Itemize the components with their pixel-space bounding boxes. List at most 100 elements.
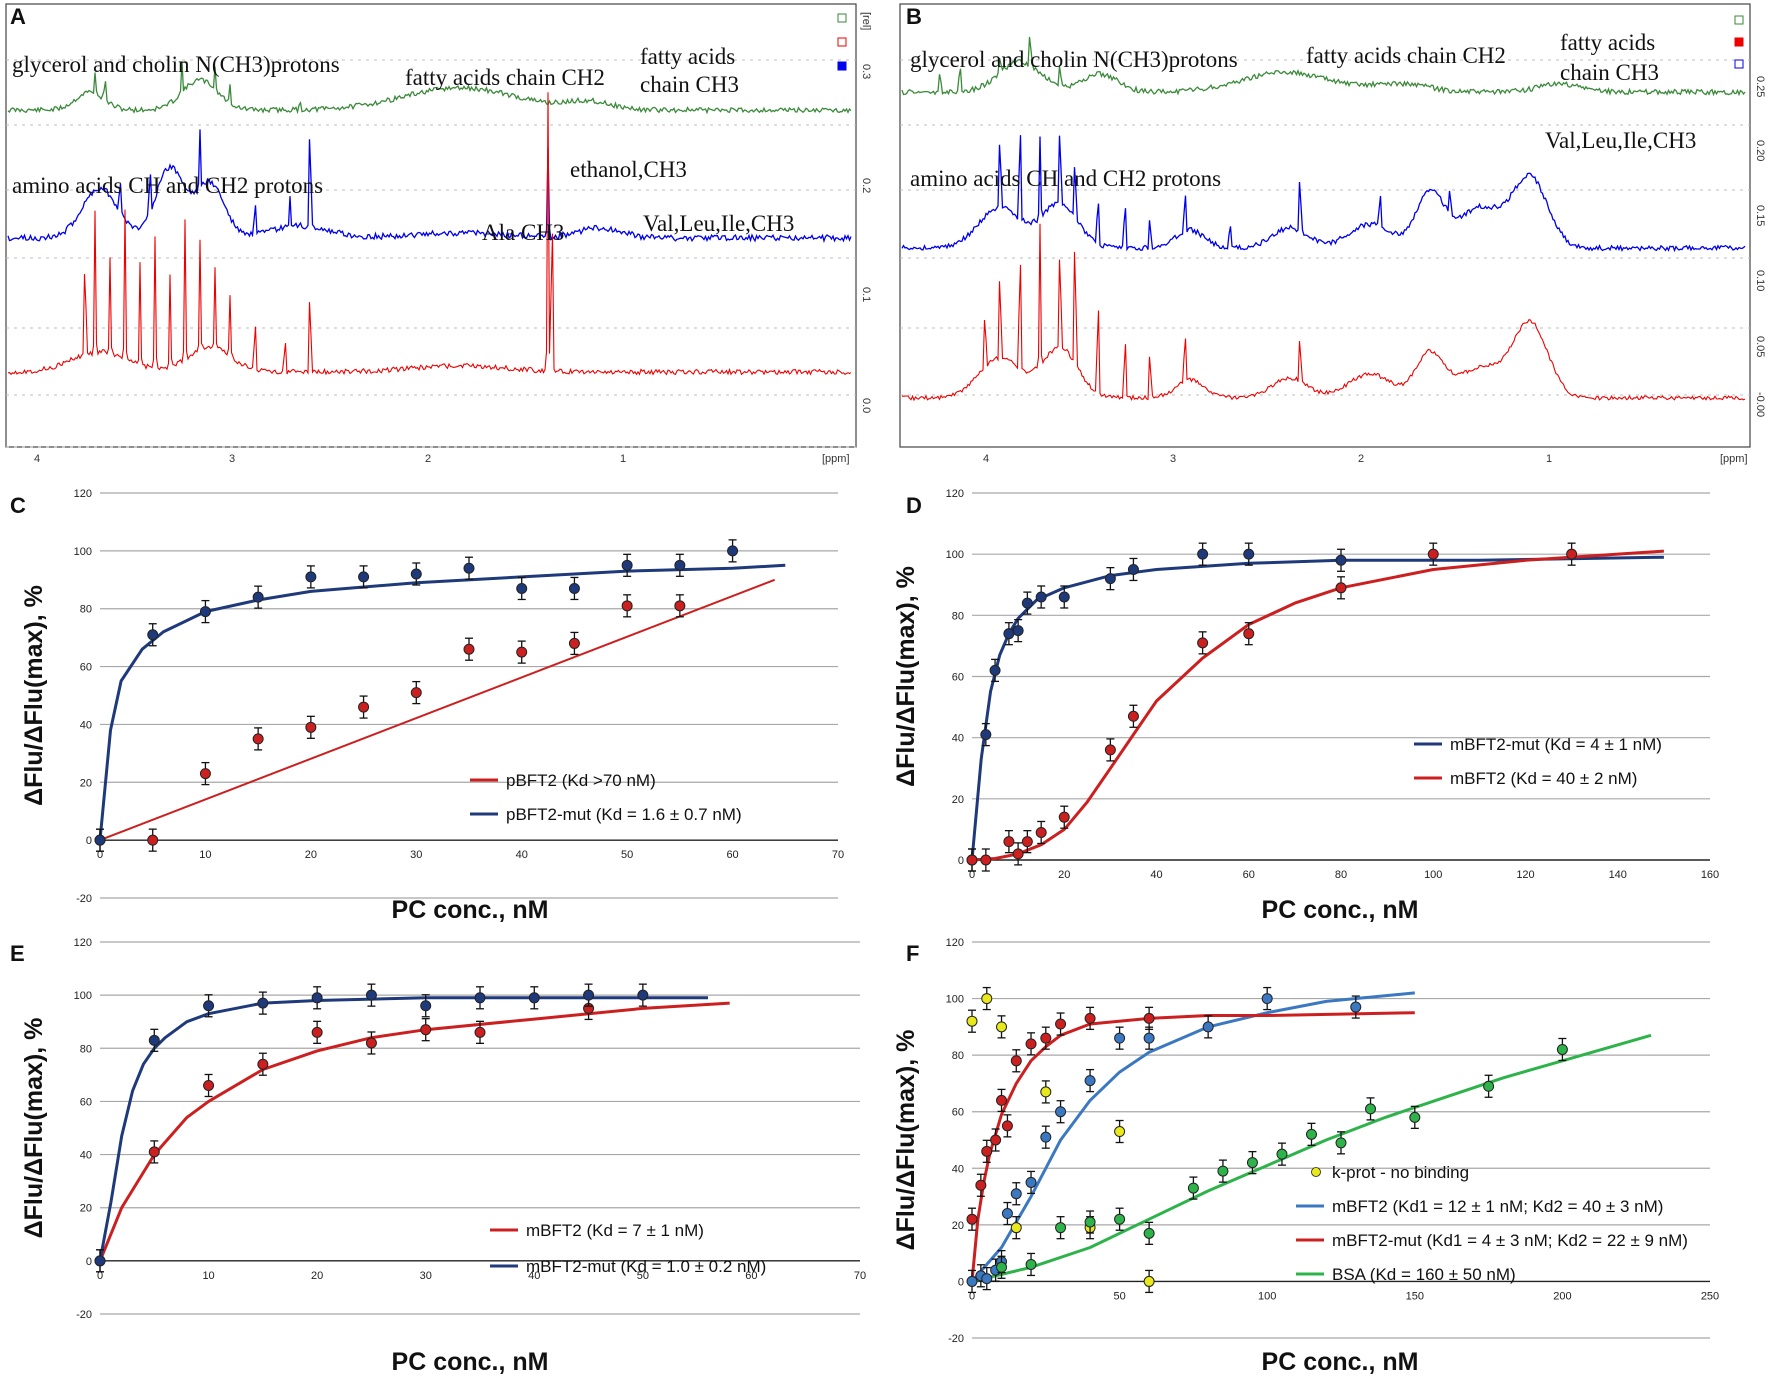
x-tick-label: 20 [305,849,317,861]
data-point [1058,811,1070,823]
y-tick-label: 60 [952,672,964,684]
data-point [1276,1148,1288,1160]
data-point [1261,993,1273,1005]
data-point [463,643,475,655]
data-point [1243,628,1255,640]
data-point [305,721,317,733]
data-point [1058,591,1070,603]
y-tick-label: 40 [80,719,92,731]
data-point [1035,826,1047,838]
nmr-b-xtick: 3 [1170,453,1176,465]
y-tick-label: 120 [946,488,964,500]
nmr-b-annotation-2: fatty acids chain CH2 [1306,43,1506,68]
y-tick-label: 100 [74,990,92,1002]
data-point [1055,1106,1067,1118]
data-point [981,993,993,1005]
x-tick-label: 10 [199,849,211,861]
data-point [420,1024,432,1036]
data-point [1143,1012,1155,1024]
nmr-a-annotation-1: glycerol and cholin N(CH3)protons [12,52,340,77]
y-tick-label: -20 [948,1333,964,1345]
data-point [311,1026,323,1038]
y-tick-label: -20 [76,893,92,905]
legend-entry: pBFT2-mut (Kd = 1.6 ± 0.7 nM) [506,805,742,824]
data-point [1127,710,1139,722]
nmr-a-legend-box-blue [837,61,847,71]
fit-curve [970,1011,1415,1282]
nmr-b-annotation-1: glycerol and cholin N(CH3)protons [910,47,1238,72]
data-point [147,834,159,846]
x-tick-label: 10 [202,1270,214,1282]
data-point [516,646,528,658]
data-point [990,1134,1002,1146]
nmr-b-green-spectrum [901,36,1746,97]
y-tick-label: 80 [80,1043,92,1055]
data-point [1243,548,1255,560]
x-tick-label: 0 [969,1290,975,1302]
x-tick-label: 50 [637,1270,649,1282]
x-axis-title: PC conc., nM [392,1348,549,1376]
data-point [252,733,264,745]
y-tick-label: -20 [76,1309,92,1321]
data-point [1483,1080,1495,1092]
nmr-a-y-unit: [rel] [860,12,872,30]
data-point [1305,1128,1317,1140]
data-point [1021,836,1033,848]
data-point [1350,1001,1362,1013]
data-point [1010,1055,1022,1067]
data-point [1114,1032,1126,1044]
data-point [1217,1165,1229,1177]
data-point [1114,1213,1126,1225]
y-tick-label: 20 [952,1220,964,1232]
y-tick-label: 60 [80,1096,92,1108]
data-point [474,992,486,1004]
data-point [311,992,323,1004]
data-point [1025,1258,1037,1270]
x-tick-label: 0 [97,849,103,861]
panel-label-b: B [906,4,922,29]
nmr-b-blue-spectrum [901,135,1746,253]
data-point [410,568,422,580]
nmr-b-ytick: 0.25 [1754,76,1766,97]
nmr-b-ytick: 0.20 [1754,140,1766,161]
data-point [199,768,211,780]
data-point [410,687,422,699]
nmr-b-legend-box-green [1734,15,1744,25]
data-point [981,1145,993,1157]
nmr-a-green-spectrum [7,61,852,115]
data-point [583,989,595,1001]
data-point [966,1213,978,1225]
x-tick-label: 30 [420,1270,432,1282]
data-point [568,637,580,649]
data-point [1025,1176,1037,1188]
nmr-b-ytick: 0.15 [1754,205,1766,226]
data-point [203,1079,215,1091]
x-tick-label: 0 [969,869,975,881]
x-tick-label: 150 [1406,1290,1424,1302]
data-point [727,545,739,557]
data-point [1003,836,1015,848]
x-tick-label: 80 [1335,869,1347,881]
data-point [1010,1222,1022,1234]
binding-chart-d: 0 20 40 60 80 100 120 0 20 40 60 80 100 120 140 160 D PC … [892,488,1719,924]
y-axis-title: ΔFlu/ΔFlu(max), % [20,585,48,806]
y-axis-title: ΔFlu/ΔFlu(max), % [892,566,920,787]
nmr-b-xtick: 1 [1546,453,1552,465]
legend-entry: mBFT2 (Kd = 7 ± 1 nM) [526,1221,704,1240]
y-tick-label: 80 [952,1050,964,1062]
y-tick-label: 40 [80,1150,92,1162]
nmr-panel-a: A glycerol and cholin N(CH3)protons fatt… [5,3,872,465]
legend-entry: mBFT2-mut (Kd1 = 4 ± 3 nM; Kd2 = 22 ± 9 … [1332,1231,1688,1250]
y-tick-label: 120 [74,937,92,949]
y-tick-label: 20 [952,794,964,806]
fit-curve [99,578,776,842]
nmr-b-xtick: 2 [1358,453,1364,465]
x-tick-label: 160 [1701,869,1719,881]
data-point [1335,554,1347,566]
y-tick-label: 100 [946,994,964,1006]
data-point [358,701,370,713]
y-tick-label: 120 [946,937,964,949]
nmr-b-annotation-6: amino acids CH and CH2 protons [910,166,1221,191]
legend-entry: mBFT2 (Kd1 = 12 ± 1 nM; Kd2 = 40 ± 3 nM) [1332,1197,1663,1216]
data-point [996,1021,1008,1033]
